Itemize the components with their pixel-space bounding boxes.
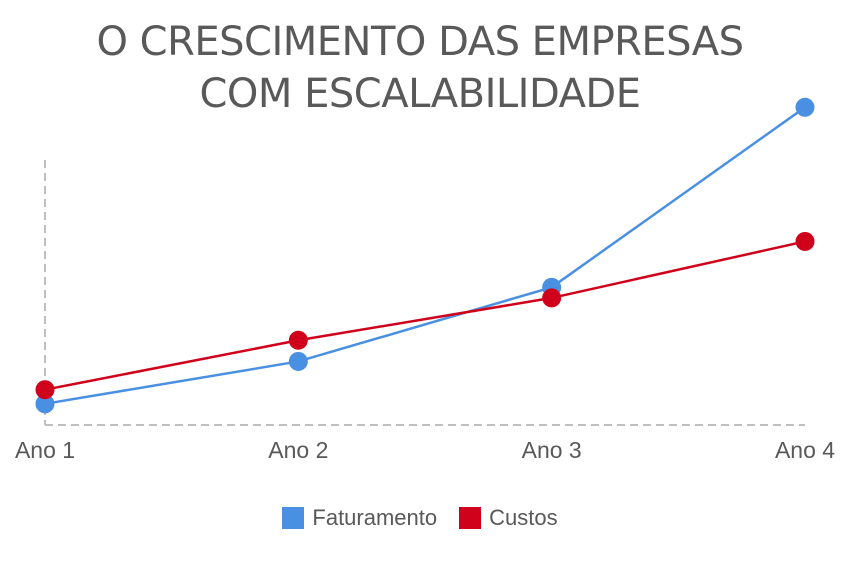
point-custos-ano-3 [542,288,562,308]
x-tick-labels: Ano 1 Ano 2 Ano 3 Ano 4 [15,437,835,463]
x-tick-label-ano-1: Ano 1 [15,437,75,463]
legend-swatch-custos [459,507,482,529]
series-lines [44,106,806,406]
chart-legend: Faturamento Custos [0,505,840,531]
point-custos-ano-1 [35,380,55,400]
x-tick-label-ano-4: Ano 4 [775,437,835,463]
series-line-faturamento [44,106,806,406]
legend-label-custos: Custos [489,505,558,530]
point-faturamento-ano-4 [795,97,815,117]
legend-label-faturamento: Faturamento [312,505,438,530]
chart-title-line-2: COM ESCALABILIDADE [199,71,641,117]
chart-title-line-1: O CRESCIMENTO DAS EMPRESAS [96,19,744,65]
legend-item-custos: Custos [459,505,558,531]
legend-item-faturamento: Faturamento [282,505,437,531]
point-faturamento-ano-1 [35,394,55,414]
point-faturamento-ano-2 [288,351,308,371]
series-line-custos [44,240,806,391]
x-tick-label-ano-3: Ano 3 [522,437,582,463]
series-markers [35,97,815,414]
x-tick-label-ano-2: Ano 2 [268,437,328,463]
legend-swatch-faturamento [282,507,305,529]
chart-title: O CRESCIMENTO DAS EMPRESAS COM ESCALABIL… [0,16,840,120]
point-custos-ano-4 [795,231,815,251]
point-custos-ano-2 [288,330,308,350]
